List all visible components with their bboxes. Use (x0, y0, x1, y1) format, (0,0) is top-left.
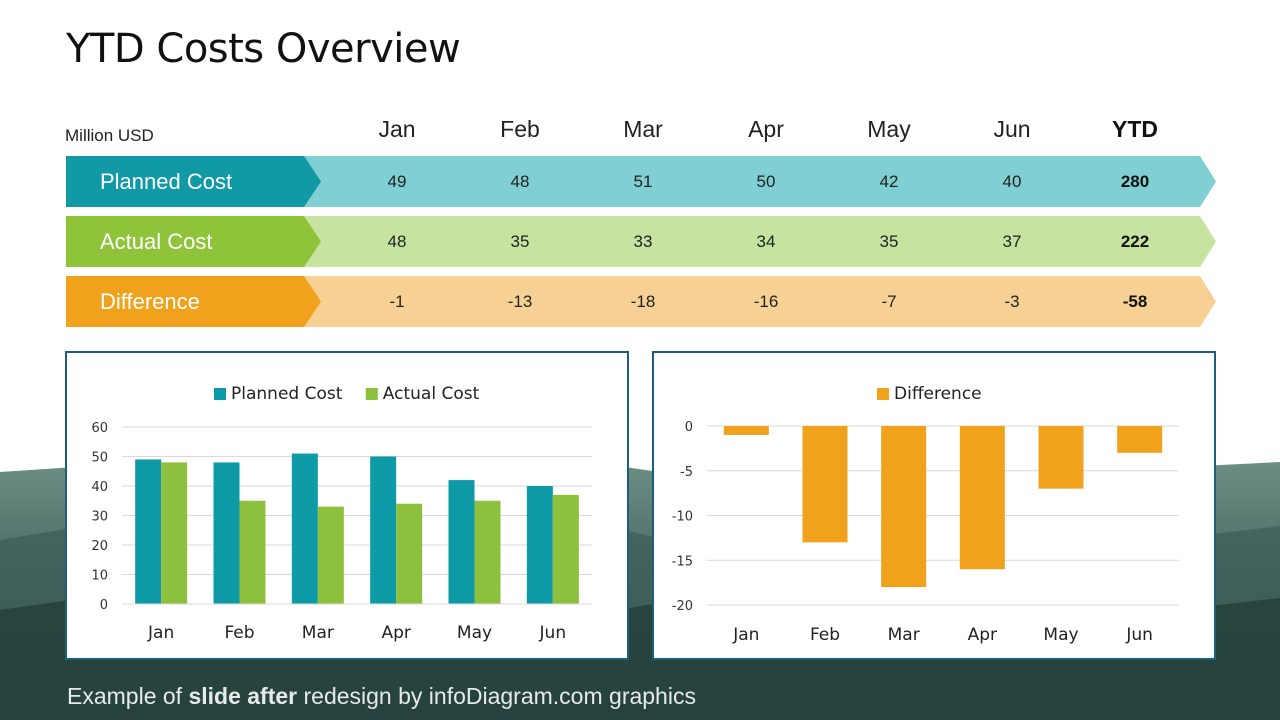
bar-actual-cost (396, 503, 423, 604)
cost-comparison-chart: 0 10 20 30 40 50 60 Planned Cost Actual Cost Jan F… (91, 384, 592, 643)
y-tick-label: 0 (685, 420, 693, 435)
bar-difference (881, 426, 927, 588)
bar-planned-cost (135, 459, 162, 604)
row-planned-cost: Planned Cost 49 48 51 50 42 40 280 (66, 156, 1216, 207)
row-actual-cost: Actual Cost 48 35 33 34 35 37 222 (66, 216, 1216, 267)
bar-planned-cost (448, 480, 475, 604)
x-tick-label: May (1043, 625, 1078, 645)
footer-prefix: Example of (67, 683, 189, 709)
bar-actual-cost (474, 500, 501, 604)
y-tick-label: -20 (672, 599, 693, 614)
table-cell: 35 (510, 232, 530, 251)
table-cell: -7 (881, 292, 897, 311)
difference-chart: 0 -5 -10 -15 -20 Difference Jan Feb Mar Apr May Jun (672, 384, 1179, 645)
table-cell: 49 (387, 172, 407, 191)
table-cell-ytd: 280 (1120, 172, 1150, 191)
table-cell: -18 (630, 292, 656, 311)
table-cell: 42 (879, 172, 899, 191)
table-cell: -3 (1004, 292, 1020, 311)
y-tick-label: 60 (91, 421, 108, 436)
row-label-box (66, 216, 321, 267)
x-tick-label: Jan (147, 623, 174, 643)
legend-label: Planned Cost (231, 384, 343, 404)
bar-planned-cost (370, 456, 397, 604)
table-cell: 48 (387, 232, 407, 251)
legend-swatch (877, 388, 889, 400)
footer-bold: slide after (188, 683, 298, 709)
table-cell-ytd: 222 (1120, 232, 1150, 251)
column-header-jun: Jun (993, 116, 1031, 142)
x-tick-label: Jun (539, 623, 567, 643)
y-tick-label: -15 (672, 554, 693, 569)
table-cell: 48 (510, 172, 530, 191)
bar-actual-cost (239, 500, 266, 604)
x-tick-label: Jan (732, 625, 759, 645)
legend-label: Actual Cost (383, 384, 480, 404)
y-tick-label: -10 (672, 510, 693, 525)
table-cell: 33 (633, 232, 653, 251)
bar-difference (1117, 426, 1163, 453)
difference-chart-panel: 0 -5 -10 -15 -20 Difference Jan Feb Mar Apr May Jun (652, 351, 1216, 660)
column-header-mar: Mar (623, 116, 663, 142)
y-tick-label: -5 (680, 465, 693, 480)
row-label: Difference (100, 289, 200, 314)
column-header-ytd: YTD (1112, 116, 1158, 142)
x-tick-label: Mar (888, 625, 920, 645)
bar-actual-cost (161, 462, 188, 604)
bar-difference (1038, 426, 1084, 489)
y-tick-label: 20 (91, 539, 108, 554)
column-header-feb: Feb (500, 116, 540, 142)
table-cell: 34 (756, 232, 776, 251)
table-cell: -16 (753, 292, 779, 311)
bar-actual-cost (317, 506, 344, 604)
x-tick-label: Mar (302, 623, 334, 643)
footer-suffix: redesign by infoDiagram.com graphics (297, 683, 696, 709)
legend-swatch (365, 388, 378, 400)
y-tick-label: 40 (91, 480, 108, 495)
bar-difference (723, 426, 769, 435)
x-tick-label: Apr (381, 623, 410, 643)
bar-difference (802, 426, 848, 543)
bar-planned-cost (526, 486, 553, 604)
bar-difference (959, 426, 1005, 570)
unit-label: Million USD (65, 126, 154, 145)
table-cell: 50 (756, 172, 776, 191)
y-tick-label: 50 (91, 451, 108, 466)
x-tick-label: May (457, 623, 492, 643)
bar-planned-cost (291, 453, 318, 604)
column-header-apr: Apr (748, 116, 784, 142)
footer-caption: Example of slide after redesign by infoD… (67, 683, 696, 710)
row-label-box (66, 156, 321, 207)
y-tick-label: 10 (91, 569, 108, 584)
row-label: Planned Cost (100, 169, 233, 194)
cost-comparison-chart-panel: 0 10 20 30 40 50 60 Planned Cost Actual Cost Jan F… (65, 351, 629, 660)
table-cell: 37 (1002, 232, 1022, 251)
legend-label: Difference (894, 384, 982, 404)
table-cell: 51 (633, 172, 653, 191)
row-label-box (66, 276, 321, 327)
bar-planned-cost (213, 462, 240, 604)
table-cell: -13 (507, 292, 533, 311)
row-label: Actual Cost (100, 229, 213, 254)
table-cell: -1 (389, 292, 405, 311)
column-header-may: May (867, 116, 911, 142)
x-tick-label: Feb (224, 623, 254, 643)
x-tick-label: Feb (810, 625, 840, 645)
y-tick-label: 0 (100, 598, 108, 613)
bar-actual-cost (552, 494, 579, 604)
x-tick-label: Jun (1125, 625, 1153, 645)
legend-swatch (214, 388, 226, 400)
table-cell: 35 (879, 232, 899, 251)
row-difference: Difference -1 -13 -18 -16 -7 -3 -58 (66, 276, 1216, 327)
table-cell-ytd: -58 (1122, 292, 1148, 311)
column-header-jan: Jan (378, 116, 416, 142)
y-tick-label: 30 (91, 510, 108, 525)
x-tick-label: Apr (968, 625, 997, 645)
table-cell: 40 (1002, 172, 1022, 191)
page-title: YTD Costs Overview (66, 26, 461, 72)
